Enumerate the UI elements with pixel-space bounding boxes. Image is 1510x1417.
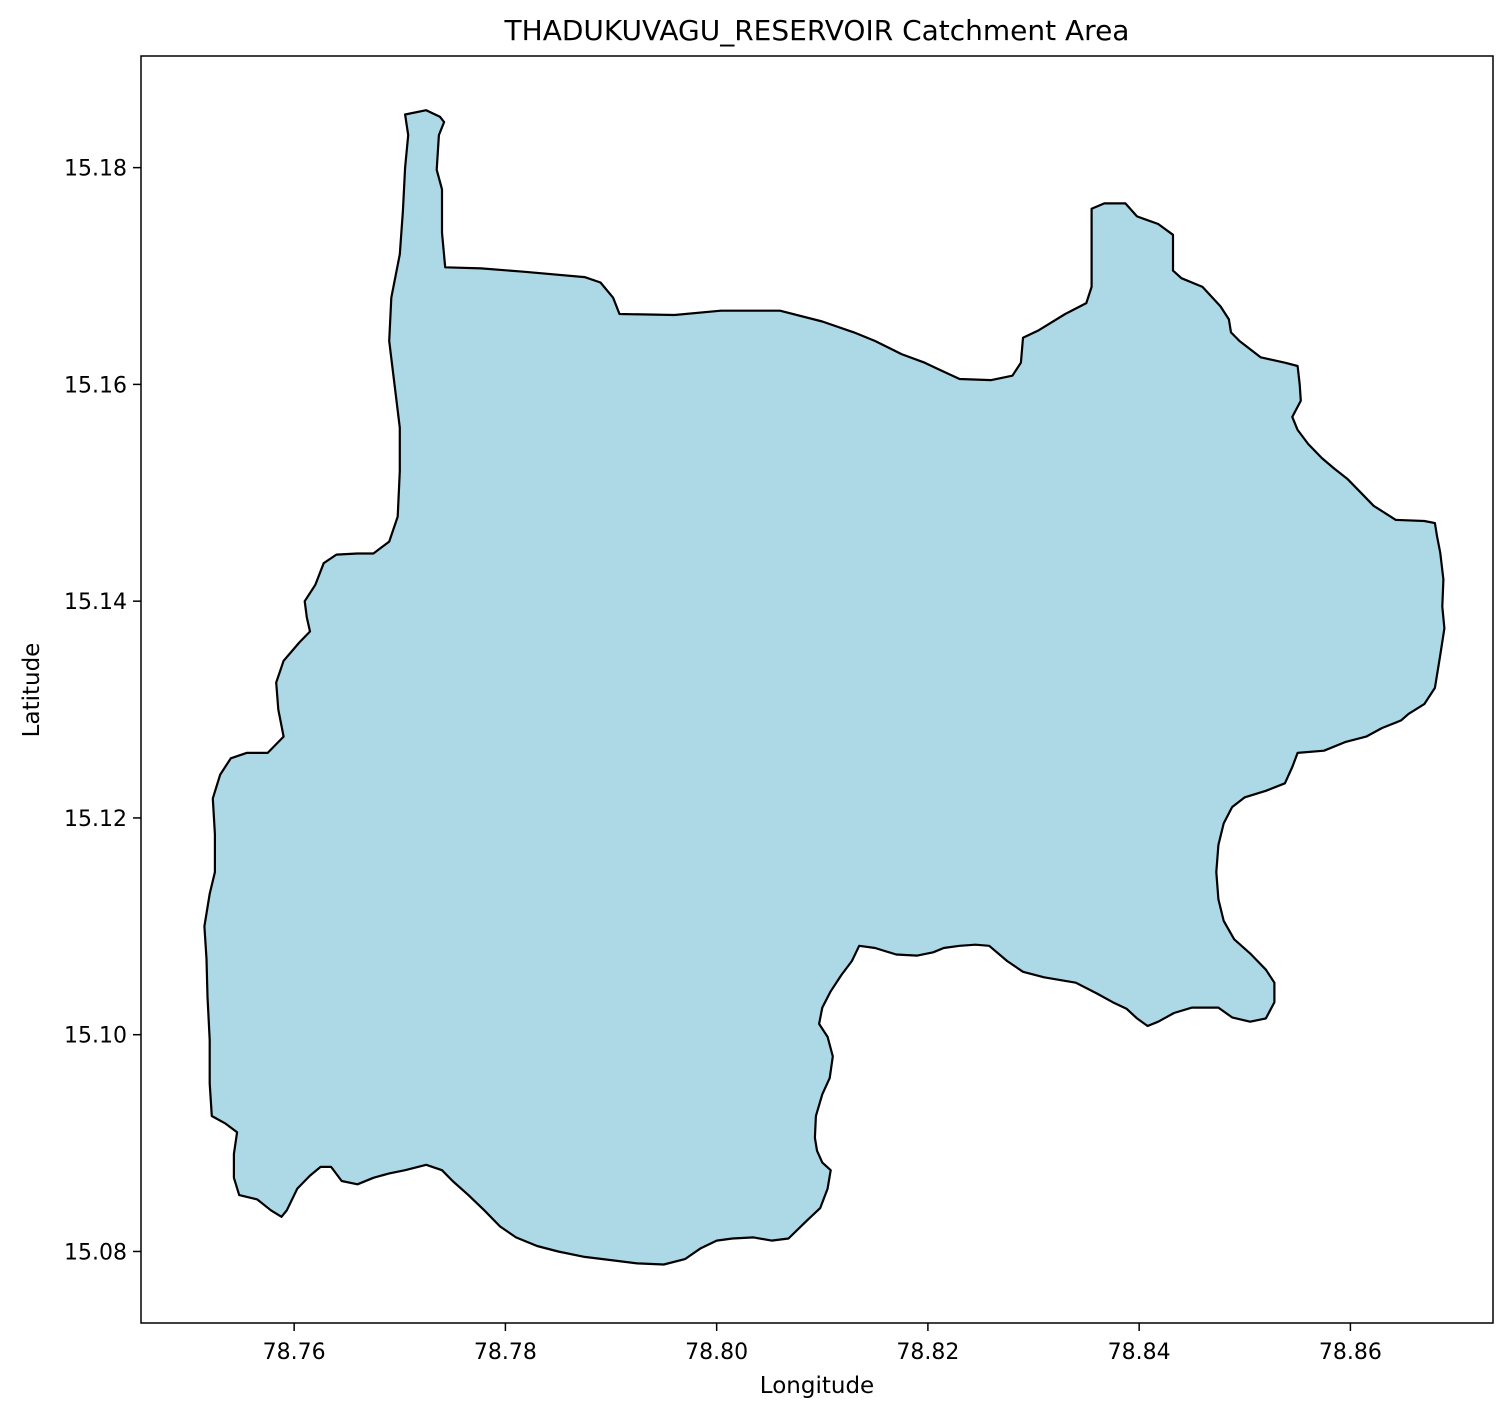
x-tick-label: 78.84 [1108,1340,1171,1365]
y-axis-ticks: 15.08 15.10 15.12 15.14 15.16 15.18 [64,157,141,1265]
y-tick-label: 15.18 [64,157,127,182]
x-tick-label: 78.76 [263,1340,326,1365]
y-axis-label: Latitude [19,643,45,738]
y-tick-label: 15.10 [64,1024,127,1049]
x-axis-ticks: 78.76 78.78 78.80 78.82 78.84 78.86 [263,1323,1382,1365]
chart-title: THADUKUVAGU_RESERVOIR Catchment Area [504,14,1130,47]
x-tick-label: 78.82 [896,1340,959,1365]
x-tick-label: 78.80 [685,1340,748,1365]
catchment-polygon [203,109,1446,1266]
y-tick-label: 15.14 [64,590,127,615]
x-tick-label: 78.86 [1319,1340,1382,1365]
y-tick-label: 15.12 [64,807,127,832]
plot-frame [140,55,1494,1324]
x-tick-label: 78.78 [474,1340,537,1365]
y-tick-label: 15.16 [64,373,127,398]
x-axis-label: Longitude [760,1373,874,1399]
y-tick-label: 15.08 [64,1240,127,1265]
